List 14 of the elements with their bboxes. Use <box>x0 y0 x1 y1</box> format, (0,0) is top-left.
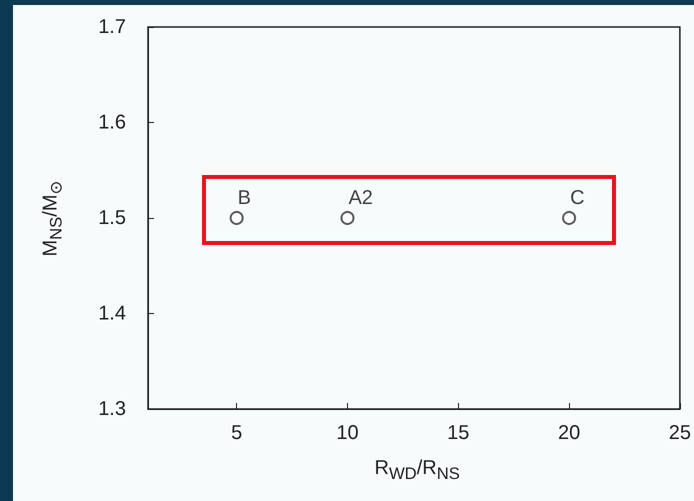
y-tick-label: 1.7 <box>98 16 126 38</box>
y-tick-label: 1.4 <box>98 302 126 324</box>
x-axis-title: R$_{WD}$/R$_{NS}$ <box>374 457 460 484</box>
annotation: A2 <box>348 187 373 209</box>
x-tick-label: 20 <box>558 422 580 444</box>
y-tick-label: 1.3 <box>98 398 126 420</box>
x-tick-label: 10 <box>336 422 359 444</box>
annotation: B <box>238 187 251 209</box>
y-tick-label: 1.6 <box>98 112 126 134</box>
annotation: C <box>570 187 585 209</box>
x-tick-label: 5 <box>231 422 242 444</box>
x-tick-label: 15 <box>447 422 470 444</box>
y-tick-label: 1.5 <box>98 207 126 229</box>
x-tick-label: 25 <box>668 422 691 444</box>
